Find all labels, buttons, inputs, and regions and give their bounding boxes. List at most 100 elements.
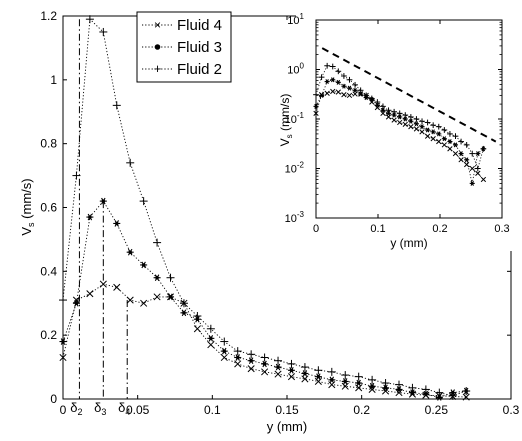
- data-point: [59, 296, 67, 305]
- legend-entry-fluid-4: × Fluid 4: [142, 17, 222, 34]
- data-point: [381, 379, 390, 388]
- inset-data-point: [469, 150, 476, 157]
- inset-data-point: [402, 121, 408, 127]
- data-point: [328, 376, 336, 384]
- data-point: [234, 354, 242, 361]
- main-x-axis-label: y (mm): [267, 419, 307, 434]
- inset-data-point: [352, 81, 358, 88]
- inset-data-point: [408, 124, 414, 130]
- data-point: [395, 386, 403, 393]
- inset-data-point: [419, 124, 425, 130]
- inset-data-point: [480, 176, 487, 183]
- inset-data-point: [402, 112, 409, 118]
- inset-data-point: [391, 117, 397, 123]
- inset-data-point: [335, 79, 341, 85]
- inset-data-point: [408, 118, 414, 124]
- data-point: [462, 393, 470, 401]
- inset-ticks: 0 0.1 0.2 0.3 10-3 10-2 10-1 100 101: [285, 12, 510, 235]
- inset-data-point: [329, 63, 336, 70]
- inset-data-point: [352, 87, 358, 93]
- legend: × Fluid 4 Fluid 3 + Fluid 2: [136, 11, 232, 83]
- inset-data-point: [341, 92, 347, 98]
- inset-data-point: [335, 68, 342, 75]
- data-point: [247, 365, 255, 373]
- data-point: [139, 197, 148, 206]
- inset-data-point: [447, 139, 453, 145]
- data-point: [274, 363, 282, 371]
- inset-x-axis-label: y (mm): [390, 236, 427, 250]
- data-point: [287, 373, 296, 381]
- data-point: [72, 296, 80, 304]
- inset-data-point: [380, 110, 386, 117]
- data-point: [126, 296, 134, 304]
- data-point: [234, 360, 242, 368]
- data-point: [99, 27, 108, 36]
- data-point: [408, 389, 416, 396]
- data-point: [448, 391, 457, 400]
- inset-data-point: [430, 122, 437, 129]
- inset-data-point: [447, 131, 453, 137]
- data-point: [247, 350, 256, 359]
- inset-data-point: [341, 83, 347, 89]
- inset-data-point: [396, 110, 403, 117]
- data-point: [314, 366, 323, 375]
- data-point: [301, 370, 309, 377]
- data-point: [300, 363, 309, 372]
- inset-data-point: [463, 142, 470, 148]
- main-y-tick-label: 0: [50, 392, 57, 406]
- main-x-tick-label: 0.1: [204, 403, 221, 417]
- main-y-tick-label: 0.4: [40, 264, 57, 278]
- data-point: [261, 360, 269, 368]
- data-point: [85, 15, 94, 24]
- inset-data-point: [475, 170, 481, 176]
- delta-label: δ3: [94, 400, 106, 417]
- data-point: [260, 353, 269, 362]
- data-point: [193, 325, 201, 333]
- inset-data-point: [330, 77, 336, 83]
- legend-marker-fluid-3: [154, 44, 161, 50]
- data-point: [354, 372, 363, 381]
- inset-data-point: [458, 157, 464, 163]
- data-point: [395, 389, 403, 397]
- inset-y-tick-label: 101: [287, 12, 304, 27]
- inset-data-point: [318, 74, 325, 81]
- inset-data-point: [407, 114, 414, 120]
- data-point: [435, 388, 444, 397]
- legend-marker-fluid-4: ×: [154, 18, 161, 32]
- inset-data-point: [368, 95, 375, 102]
- inset-data-point: [474, 165, 481, 172]
- data-point: [113, 220, 121, 227]
- main-x-tick-label: 0: [60, 403, 67, 417]
- data-point: [126, 248, 134, 256]
- inset-data-point: [313, 110, 319, 117]
- data-point: [287, 359, 296, 368]
- inset-data-point: [430, 129, 436, 135]
- legend-label-fluid-3: Fluid 3: [177, 39, 222, 56]
- data-point: [220, 353, 228, 362]
- inset-data-point: [397, 114, 403, 120]
- inset-data-point: [346, 92, 353, 99]
- data-point: [301, 375, 309, 383]
- inset-x-tick-label: 0.2: [432, 223, 447, 235]
- main-annotations: δ2 δ3 δ4: [70, 19, 130, 417]
- data-point: [72, 171, 81, 180]
- inset-x-tick-label: 0.3: [494, 223, 509, 235]
- data-point: [408, 383, 417, 392]
- main-chart: 0 0.05 0.1 0.15 0.2 0.25 0.300.20.40.60.811.2 …: [19, 9, 520, 434]
- main-x-tick-label: 0.25: [425, 403, 449, 417]
- data-point: [86, 213, 94, 221]
- data-point: [99, 280, 107, 288]
- inset-data-point: [480, 145, 487, 152]
- data-point: [247, 357, 255, 365]
- data-point: [261, 368, 269, 376]
- data-point: [59, 353, 67, 362]
- data-point: [382, 384, 390, 392]
- data-point: [287, 366, 295, 374]
- data-point: [59, 338, 67, 345]
- inset-background: [296, 10, 518, 251]
- inset-data-point: [346, 76, 353, 83]
- inset-data-point: [430, 136, 436, 142]
- data-point: [327, 367, 336, 376]
- inset-data-point: [357, 87, 364, 94]
